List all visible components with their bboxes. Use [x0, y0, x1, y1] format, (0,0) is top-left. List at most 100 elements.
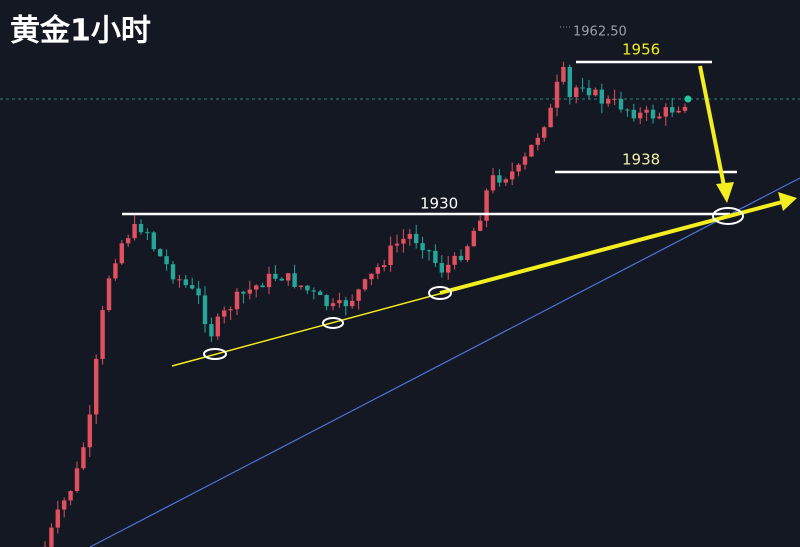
candle — [222, 310, 227, 317]
down-arrow — [698, 65, 726, 187]
candle — [631, 109, 636, 119]
arrow-head — [716, 182, 734, 203]
candle — [414, 233, 419, 244]
level-label: 1956 — [622, 41, 660, 59]
candle — [401, 238, 406, 244]
touch-marker — [428, 286, 452, 300]
candle — [561, 67, 566, 82]
candle — [247, 289, 252, 294]
candle — [420, 243, 425, 251]
candle — [49, 527, 54, 547]
candle — [452, 255, 457, 265]
candle — [68, 491, 73, 501]
candle — [484, 190, 489, 221]
candle — [510, 171, 515, 180]
candle — [100, 310, 105, 359]
candle — [145, 232, 150, 234]
candle — [196, 288, 201, 296]
candle — [305, 285, 310, 291]
candle — [356, 289, 361, 301]
candle — [292, 273, 297, 287]
level-label: 1938 — [622, 151, 660, 169]
candle — [618, 98, 624, 110]
candle — [529, 144, 534, 157]
live-dot — [684, 95, 692, 103]
candle — [612, 98, 617, 100]
candle — [228, 309, 233, 311]
candle — [330, 303, 336, 307]
candle — [62, 500, 67, 510]
candle — [55, 509, 60, 528]
candle — [388, 245, 393, 266]
candle — [81, 447, 86, 469]
candle — [343, 300, 348, 307]
candle — [298, 285, 304, 287]
candle — [151, 232, 156, 250]
trend-arrow — [439, 200, 783, 295]
candle — [119, 243, 124, 264]
candle — [490, 175, 496, 191]
title: 黄金1小时 — [10, 14, 151, 49]
candle — [522, 156, 528, 165]
candle — [433, 250, 438, 264]
candle — [676, 110, 681, 113]
candle — [311, 290, 316, 292]
candle — [471, 230, 476, 247]
candle — [535, 137, 540, 145]
candle — [324, 295, 329, 307]
candle — [350, 300, 355, 307]
candle — [375, 267, 380, 274]
candle — [183, 279, 188, 286]
candle — [170, 264, 176, 280]
candle — [132, 223, 137, 239]
candle — [158, 249, 163, 257]
candle — [580, 87, 585, 89]
candle — [663, 107, 668, 117]
candle — [574, 87, 579, 98]
candle — [554, 81, 560, 108]
candle — [548, 107, 553, 128]
candle — [113, 263, 118, 279]
candle — [94, 358, 99, 415]
candle — [446, 264, 451, 273]
candle — [638, 112, 643, 119]
candle — [599, 89, 604, 104]
candle — [497, 175, 502, 183]
candle — [202, 295, 208, 325]
candle — [516, 164, 521, 172]
candle — [458, 255, 464, 261]
candle — [190, 285, 195, 289]
candle — [650, 109, 656, 119]
candle — [625, 109, 630, 111]
candle — [503, 179, 508, 183]
candle — [209, 324, 214, 337]
candle — [74, 468, 80, 492]
candles — [42, 61, 688, 547]
candle — [215, 316, 220, 337]
target-marker — [712, 207, 744, 225]
candle — [138, 223, 144, 233]
candle — [318, 291, 323, 296]
candle — [593, 89, 598, 96]
candle — [586, 88, 592, 96]
candle — [644, 109, 649, 113]
candle — [394, 243, 400, 246]
candle — [567, 67, 572, 98]
candle — [369, 273, 374, 280]
candle — [337, 300, 342, 304]
candle — [682, 106, 688, 111]
candle — [382, 265, 387, 268]
candle — [542, 127, 547, 138]
candle — [126, 238, 131, 244]
candle — [87, 414, 92, 448]
candle — [362, 279, 368, 290]
candle — [164, 256, 169, 265]
candle — [657, 116, 662, 119]
trend-line-blue — [89, 177, 800, 547]
candle — [279, 278, 284, 281]
level-label: 1930 — [420, 195, 458, 213]
candle — [407, 233, 412, 239]
candle — [478, 220, 483, 231]
candle — [670, 107, 675, 113]
